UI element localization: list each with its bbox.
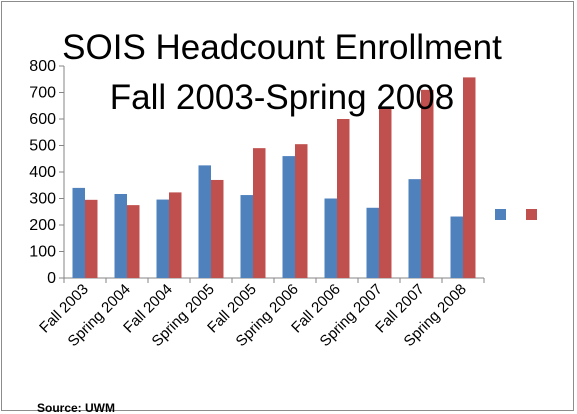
bar-series-1-spring-2004 <box>114 193 127 278</box>
chart-title-line-2: Fall 2003-Spring 2008 <box>110 78 454 117</box>
bar-series-2-spring-2007 <box>379 108 392 279</box>
y-tick-label: 200 <box>29 217 56 234</box>
y-tick-label: 0 <box>47 270 56 287</box>
legend-swatch-series-2 <box>526 209 537 220</box>
bar-series-1-spring-2007 <box>366 207 379 278</box>
bar-series-2-fall-2003 <box>85 199 98 278</box>
bar-series-1-fall-2007 <box>408 179 421 278</box>
bar-series-1-fall-2004 <box>156 199 169 278</box>
legend <box>495 209 537 220</box>
bar-series-2-fall-2004 <box>169 192 182 278</box>
source-note: Source: UWM <box>37 401 115 414</box>
legend-swatch-series-1 <box>495 209 506 220</box>
bar-series-2-fall-2006 <box>337 119 350 278</box>
chart-title-line-1: SOIS Headcount Enrollment <box>62 28 502 67</box>
bar-series-2-spring-2008 <box>463 77 476 279</box>
bar-series-1-spring-2006 <box>282 156 295 278</box>
bar-series-2-spring-2006 <box>295 144 308 278</box>
bar-series-1-fall-2003 <box>72 187 85 278</box>
y-tick-label: 300 <box>29 191 56 208</box>
y-tick-label: 800 <box>29 58 56 75</box>
bar-series-1-fall-2006 <box>324 198 337 278</box>
y-tick-label: 100 <box>29 244 56 261</box>
bar-series-2-spring-2004 <box>127 205 140 278</box>
bar-series-1-fall-2005 <box>240 195 253 278</box>
bars <box>72 77 476 279</box>
y-tick-label: 400 <box>29 164 56 181</box>
bar-series-2-spring-2005 <box>211 179 224 278</box>
y-tick-label: 700 <box>29 85 56 102</box>
bar-series-2-fall-2007 <box>421 89 434 278</box>
y-tick-label: 600 <box>29 111 56 128</box>
y-tick-label: 500 <box>29 138 56 155</box>
bar-series-2-fall-2005 <box>253 148 266 278</box>
bar-series-1-spring-2008 <box>450 216 463 278</box>
bar-series-1-spring-2005 <box>198 165 211 278</box>
